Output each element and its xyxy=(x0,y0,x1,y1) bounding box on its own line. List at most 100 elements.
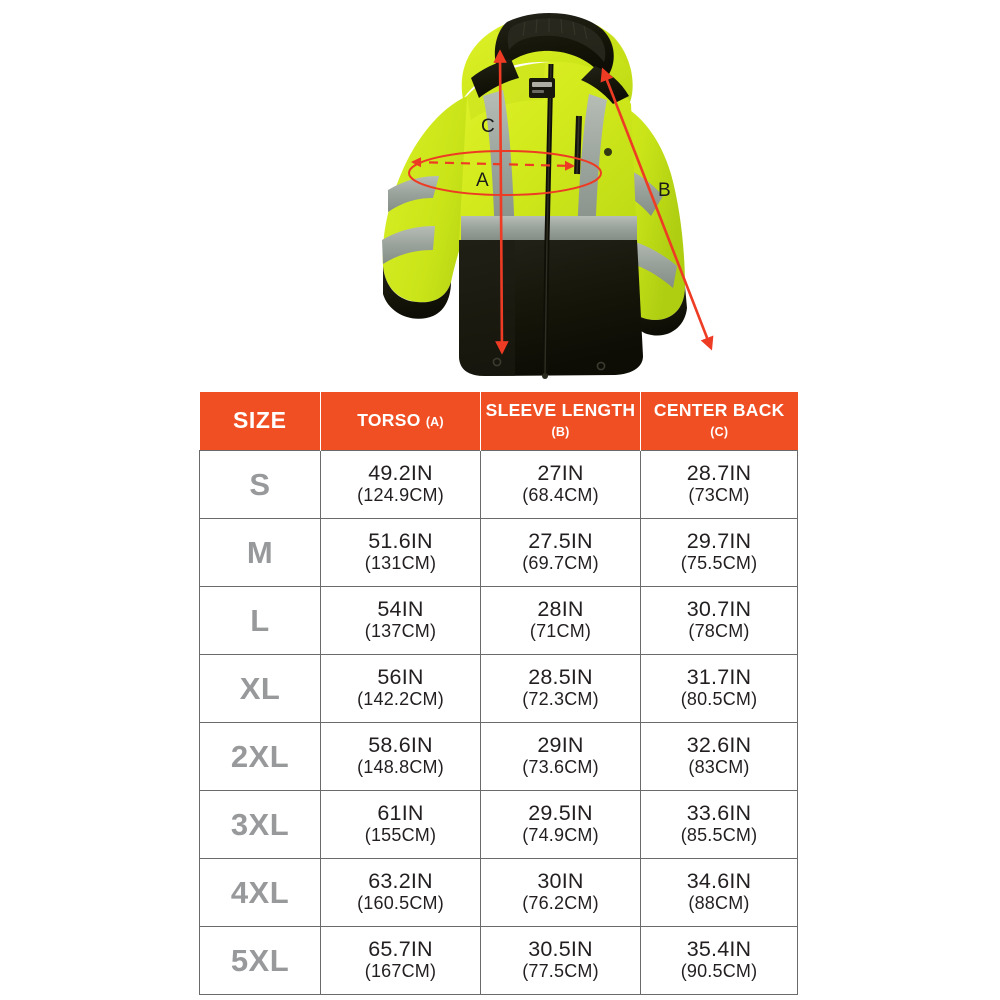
torso-cell: 61IN (155CM) xyxy=(320,790,481,859)
table-row: 5XL 65.7IN (167CM) 30.5IN (77.5CM) 35.4IN (90.… xyxy=(199,926,798,995)
torso-cell: 58.6IN (148.8CM) xyxy=(320,722,481,791)
sleeve-cell: 30.5IN (77.5CM) xyxy=(480,926,641,995)
hem-drawcord-right xyxy=(596,361,606,371)
sleeve-centimeters: (68.4CM) xyxy=(522,485,599,506)
sleeve-inches: 27.5IN xyxy=(528,529,593,554)
torso-cell: 56IN (142.2CM) xyxy=(320,654,481,723)
torso-centimeters: (148.8CM) xyxy=(357,757,444,778)
sleeve-cell: 30IN (76.2CM) xyxy=(480,858,641,927)
table-row: L 54IN (137CM) 28IN (71CM) 30.7IN (78CM) xyxy=(199,586,798,655)
center-back-inches: 35.4IN xyxy=(686,937,752,962)
jacket-photo xyxy=(382,12,687,379)
center-back-inches: 31.7IN xyxy=(686,665,752,690)
center-back-centimeters: (73CM) xyxy=(688,485,750,506)
table-row: 3XL 61IN (155CM) 29.5IN (74.9CM) 33.6IN (85.5C… xyxy=(199,790,798,859)
torso-centimeters: (124.9CM) xyxy=(357,485,444,506)
sleeve-centimeters: (69.7CM) xyxy=(522,553,599,574)
torso-inches: 65.7IN xyxy=(368,937,433,962)
sleeve-cell: 27IN (68.4CM) xyxy=(480,450,641,519)
column-header-center-back-label: CENTER BACK xyxy=(653,400,785,421)
center-back-inches: 29.7IN xyxy=(686,529,752,554)
torso-inches: 49.2IN xyxy=(368,461,433,486)
size-cell: S xyxy=(199,450,321,519)
reflective-stripe-left-forearm xyxy=(382,226,435,264)
center-back-cell: 29.7IN (75.5CM) xyxy=(640,518,798,587)
torso-centimeters: (167CM) xyxy=(364,961,437,982)
sleeve-cell: 27.5IN (69.7CM) xyxy=(480,518,641,587)
center-back-centimeters: (78CM) xyxy=(688,621,750,642)
torso-cell: 65.7IN (167CM) xyxy=(320,926,481,995)
center-back-inches: 28.7IN xyxy=(686,461,752,486)
center-back-centimeters: (75.5CM) xyxy=(680,553,758,574)
torso-centimeters: (131CM) xyxy=(364,553,437,574)
torso-centimeters: (160.5CM) xyxy=(357,893,444,914)
center-back-inches: 34.6IN xyxy=(686,869,752,894)
sleeve-inches: 29IN xyxy=(537,733,584,758)
center-back-cell: 28.7IN (73CM) xyxy=(640,450,798,519)
size-cell: L xyxy=(199,586,321,655)
column-header-sleeve-length-label: SLEEVE LENGTH xyxy=(485,400,636,421)
column-header-torso-label: TORSO xyxy=(357,410,421,431)
center-back-cell: 31.7IN (80.5CM) xyxy=(640,654,798,723)
size-cell: 4XL xyxy=(199,858,321,927)
column-header-torso: TORSO (A) xyxy=(320,392,481,451)
center-back-centimeters: (83CM) xyxy=(688,757,750,778)
torso-inches: 54IN xyxy=(377,597,424,622)
column-header-sleeve-length-key: (B) xyxy=(551,425,570,439)
table-row: M 51.6IN (131CM) 27.5IN (69.7CM) 29.7IN (75.5C… xyxy=(199,518,798,587)
sleeve-cell: 28.5IN (72.3CM) xyxy=(480,654,641,723)
sleeve-logo xyxy=(604,148,612,156)
size-cell: XL xyxy=(199,654,321,723)
table-row: XL 56IN (142.2CM) 28.5IN (72.3CM) 31.7IN (80.5… xyxy=(199,654,798,723)
center-back-inches: 32.6IN xyxy=(686,733,752,758)
center-back-inches: 30.7IN xyxy=(686,597,752,622)
center-back-cell: 30.7IN (78CM) xyxy=(640,586,798,655)
sleeve-inches: 29.5IN xyxy=(528,801,593,826)
center-back-inches: 33.6IN xyxy=(686,801,752,826)
torso-centimeters: (137CM) xyxy=(364,621,437,642)
column-header-torso-key: (A) xyxy=(425,415,444,430)
torso-cell: 54IN (137CM) xyxy=(320,586,481,655)
torso-centimeters: (155CM) xyxy=(364,825,437,846)
table-header-row: SIZE TORSO (A) SLEEVE LENGTH (B) CENTER … xyxy=(199,392,798,451)
size-cell: 2XL xyxy=(199,722,321,791)
center-back-centimeters: (90.5CM) xyxy=(680,961,758,982)
table-header: SIZE TORSO (A) SLEEVE LENGTH (B) CENTER … xyxy=(199,392,798,451)
sleeve-centimeters: (73.6CM) xyxy=(522,757,599,778)
sleeve-centimeters: (76.2CM) xyxy=(522,893,599,914)
column-header-size: SIZE xyxy=(199,392,321,451)
torso-inches: 56IN xyxy=(377,665,424,690)
size-cell: 3XL xyxy=(199,790,321,859)
torso-inches: 51.6IN xyxy=(368,529,433,554)
sleeve-cell: 29IN (73.6CM) xyxy=(480,722,641,791)
torso-inches: 61IN xyxy=(377,801,424,826)
sleeve-centimeters: (74.9CM) xyxy=(522,825,599,846)
sleeve-inches: 27IN xyxy=(537,461,584,486)
sleeve-cell: 29.5IN (74.9CM) xyxy=(480,790,641,859)
size-chart-table: SIZE TORSO (A) SLEEVE LENGTH (B) CENTER … xyxy=(199,392,798,995)
sleeve-inches: 28IN xyxy=(537,597,584,622)
torso-inches: 58.6IN xyxy=(368,733,433,758)
size-cell: M xyxy=(199,518,321,587)
sleeve-cell: 28IN (71CM) xyxy=(480,586,641,655)
table-row: S 49.2IN (124.9CM) 27IN (68.4CM) 28.7IN (73CM) xyxy=(199,450,798,519)
brand-label xyxy=(529,78,555,98)
product-figure: A B C xyxy=(0,0,1000,388)
center-back-cell: 35.4IN (90.5CM) xyxy=(640,926,798,995)
size-cell: 5XL xyxy=(199,926,321,995)
center-back-centimeters: (88CM) xyxy=(688,893,750,914)
table-row: 2XL 58.6IN (148.8CM) 29IN (73.6CM) 32.6IN (83C… xyxy=(199,722,798,791)
column-header-size-label: SIZE xyxy=(232,407,287,434)
column-header-sleeve-length: SLEEVE LENGTH (B) xyxy=(480,392,641,451)
center-back-cell: 34.6IN (88CM) xyxy=(640,858,798,927)
torso-cell: 49.2IN (124.9CM) xyxy=(320,450,481,519)
sleeve-centimeters: (71CM) xyxy=(529,621,592,642)
sleeve-inches: 28.5IN xyxy=(528,665,593,690)
sleeve-centimeters: (77.5CM) xyxy=(522,961,599,982)
sleeve-inches: 30.5IN xyxy=(528,937,593,962)
center-back-cell: 33.6IN (85.5CM) xyxy=(640,790,798,859)
sleeve-inches: 30IN xyxy=(537,869,584,894)
jacket-left-cuff xyxy=(383,266,451,319)
torso-cell: 51.6IN (131CM) xyxy=(320,518,481,587)
